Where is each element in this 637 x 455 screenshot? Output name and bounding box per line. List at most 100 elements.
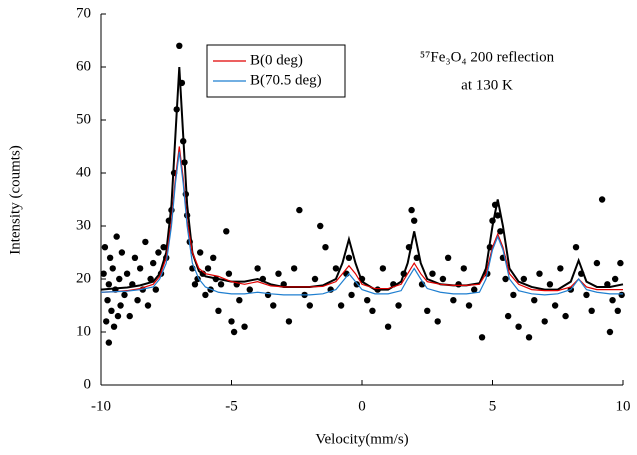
data-point bbox=[588, 307, 595, 314]
data-point bbox=[562, 312, 569, 320]
data-point bbox=[101, 244, 109, 251]
data-point bbox=[572, 244, 580, 251]
data-point bbox=[345, 254, 353, 261]
legend-label: B(70.5 deg) bbox=[250, 72, 322, 88]
data-point bbox=[123, 270, 131, 277]
data-point bbox=[116, 275, 123, 283]
annotation: at 130 K bbox=[461, 77, 513, 93]
data-point bbox=[155, 249, 162, 256]
y-tick-label: 70 bbox=[76, 5, 91, 21]
legend-box bbox=[206, 44, 346, 98]
data-point bbox=[348, 291, 355, 299]
data-point bbox=[379, 265, 387, 272]
data-point bbox=[113, 233, 120, 240]
data-point bbox=[332, 265, 340, 272]
data-point bbox=[525, 334, 533, 341]
data-point bbox=[502, 275, 509, 283]
data-point bbox=[618, 291, 625, 299]
fit-line bbox=[100, 66, 624, 291]
y-tick-label: 10 bbox=[76, 323, 91, 339]
data-point bbox=[254, 265, 261, 272]
legend-label: B(0 deg) bbox=[250, 52, 303, 68]
data-point bbox=[465, 302, 473, 309]
y-tick-label: 30 bbox=[76, 217, 91, 233]
data-point bbox=[536, 270, 543, 277]
data-point bbox=[434, 318, 441, 325]
data-point bbox=[322, 244, 329, 251]
data-point bbox=[176, 42, 183, 49]
data-point bbox=[210, 254, 217, 261]
data-point bbox=[285, 318, 293, 325]
x-tick-label: -5 bbox=[225, 398, 238, 414]
fit-line bbox=[100, 151, 623, 296]
y-tick-label: 20 bbox=[76, 270, 91, 286]
data-point bbox=[103, 318, 110, 325]
data-point bbox=[611, 275, 619, 283]
data-point bbox=[144, 302, 152, 309]
data-point bbox=[424, 307, 431, 314]
data-point bbox=[196, 249, 204, 256]
data-point bbox=[408, 206, 415, 214]
data-point bbox=[152, 286, 160, 293]
data-point bbox=[228, 318, 235, 325]
data-point bbox=[160, 244, 167, 251]
data-point bbox=[609, 297, 616, 304]
x-axis-label: Velocity(mm/s) bbox=[315, 431, 408, 447]
data-point bbox=[455, 281, 462, 288]
data-point bbox=[546, 281, 554, 288]
data-point bbox=[531, 297, 538, 304]
y-tick-label: 0 bbox=[84, 376, 92, 392]
data-point bbox=[104, 297, 111, 304]
fit-line bbox=[100, 146, 623, 293]
data-point bbox=[311, 275, 319, 283]
data-point bbox=[147, 275, 154, 283]
data-point bbox=[236, 297, 243, 304]
data-point bbox=[105, 339, 113, 346]
data-point bbox=[246, 286, 253, 293]
data-point bbox=[290, 265, 298, 272]
data-point bbox=[136, 265, 144, 272]
data-point bbox=[105, 281, 113, 288]
data-point bbox=[598, 196, 606, 203]
data-point bbox=[494, 212, 501, 219]
data-point bbox=[296, 206, 303, 214]
y-axis-label: Intensity (coumts) bbox=[7, 145, 23, 255]
x-tick-label: 0 bbox=[358, 398, 366, 414]
data-point bbox=[131, 254, 139, 261]
data-point bbox=[551, 302, 559, 309]
data-point bbox=[439, 275, 447, 283]
annotation: ⁵⁷Fe₃O₄ 200 reflection bbox=[420, 49, 555, 65]
data-point bbox=[100, 270, 107, 277]
data-point bbox=[395, 302, 402, 309]
data-point bbox=[108, 307, 115, 314]
data-point bbox=[471, 286, 478, 293]
data-point bbox=[241, 323, 248, 330]
data-point bbox=[497, 228, 504, 235]
data-point bbox=[275, 270, 282, 277]
data-point bbox=[450, 297, 457, 304]
data-point bbox=[364, 297, 371, 304]
data-point bbox=[225, 270, 233, 277]
y-tick-label: 60 bbox=[76, 58, 91, 74]
data-point bbox=[444, 254, 452, 261]
data-point bbox=[337, 302, 345, 309]
data-point bbox=[217, 281, 225, 288]
data-point bbox=[194, 275, 201, 283]
data-point bbox=[429, 270, 436, 277]
data-point bbox=[126, 312, 133, 320]
data-point bbox=[230, 328, 238, 336]
data-point bbox=[617, 259, 624, 267]
y-tick-label: 40 bbox=[76, 164, 91, 180]
x-tick-label: 10 bbox=[616, 398, 631, 414]
data-point bbox=[117, 302, 124, 309]
data-point bbox=[202, 291, 209, 299]
data-point bbox=[134, 297, 141, 304]
data-point bbox=[215, 307, 222, 314]
data-point bbox=[369, 307, 376, 314]
data-point bbox=[110, 323, 118, 330]
data-point bbox=[223, 228, 230, 235]
data-point bbox=[306, 302, 313, 309]
data-point bbox=[270, 302, 277, 309]
data-point bbox=[106, 254, 114, 261]
data-point bbox=[460, 265, 467, 272]
